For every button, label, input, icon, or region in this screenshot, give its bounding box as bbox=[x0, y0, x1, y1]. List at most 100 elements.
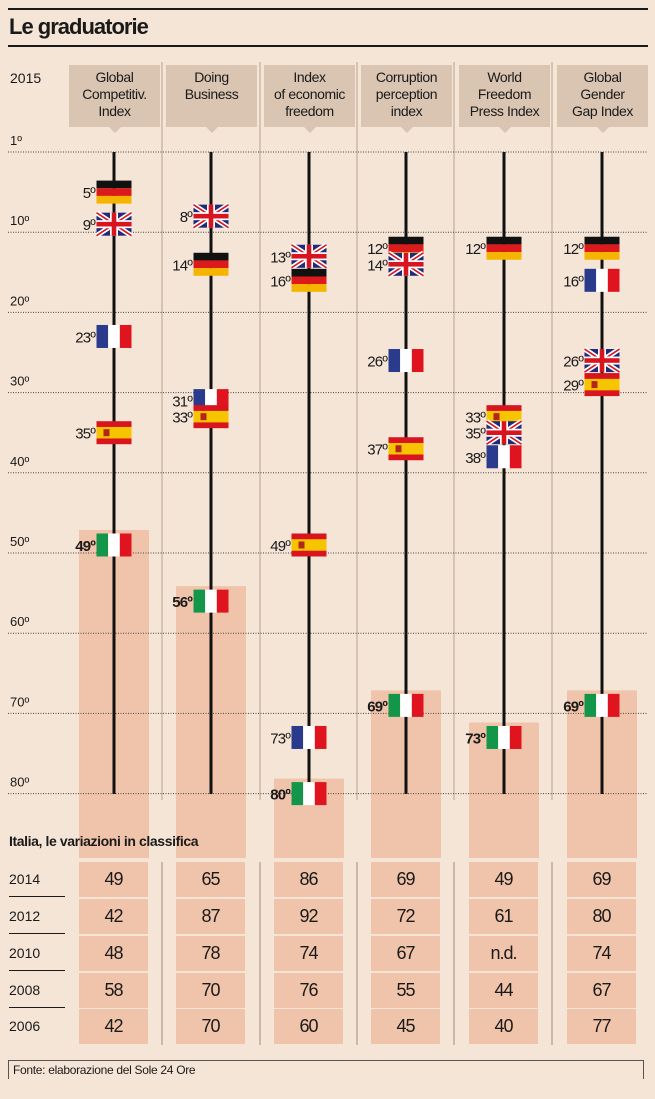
index-header-line: Index bbox=[293, 69, 326, 85]
flag-emblem bbox=[200, 413, 207, 421]
rank-label: 35º bbox=[465, 426, 486, 443]
flag-stripe bbox=[205, 389, 217, 413]
flag-stripe bbox=[96, 426, 132, 439]
flag-italy-icon bbox=[291, 782, 327, 806]
flag-uk-icon bbox=[387, 250, 425, 278]
index-header: Global Competitiv. Index bbox=[69, 65, 160, 133]
flag-stripe bbox=[291, 782, 304, 806]
index-header-line: Gender bbox=[580, 86, 625, 102]
index-header: Global Gender Gap Index bbox=[557, 65, 648, 133]
flag-stripe bbox=[96, 195, 132, 204]
flag-emblem bbox=[395, 445, 402, 453]
flag-cross-red bbox=[193, 213, 229, 219]
table-column-separator bbox=[551, 862, 553, 1045]
flag-germany-icon bbox=[96, 180, 132, 204]
flag-stripe bbox=[584, 268, 597, 292]
flag-stripe bbox=[193, 389, 206, 413]
flag-stripe bbox=[486, 252, 522, 260]
flag-cross-red bbox=[291, 253, 327, 259]
axis-tick-label: 50º bbox=[10, 534, 29, 549]
table-cell: 58 bbox=[79, 973, 148, 1008]
table-column-separator bbox=[356, 862, 358, 1045]
flag-spain-icon bbox=[291, 533, 327, 557]
flag-stripe bbox=[291, 276, 327, 285]
rank-label: 80º bbox=[270, 787, 291, 804]
rank-label: 31º bbox=[172, 394, 193, 411]
chart-title: Le graduatorie bbox=[9, 14, 149, 39]
table-cell: 69 bbox=[567, 862, 636, 897]
index-header: Doing Business bbox=[166, 65, 257, 133]
flag-france-icon bbox=[388, 349, 424, 373]
table-cell: 55 bbox=[371, 973, 440, 1008]
flag-spain-icon bbox=[388, 437, 424, 461]
rank-label: 12º bbox=[465, 241, 486, 258]
index-header-line: Global bbox=[95, 69, 134, 85]
flag-stripe bbox=[108, 324, 120, 348]
flag-stripe bbox=[584, 252, 620, 260]
flag-cross-red bbox=[584, 358, 620, 363]
table-cell: 87 bbox=[176, 899, 245, 934]
flag-stripe bbox=[291, 284, 327, 292]
flag-emblem bbox=[298, 541, 305, 549]
table-column-separator bbox=[161, 862, 163, 1045]
flag-uk-icon bbox=[485, 419, 523, 447]
index-header-line: Corruption bbox=[375, 69, 438, 85]
flag-stripe bbox=[400, 349, 412, 373]
flag-spain-icon bbox=[584, 373, 620, 397]
flag-germany-icon bbox=[486, 236, 522, 260]
flag-stripe bbox=[314, 782, 327, 806]
rank-label: 16º bbox=[563, 273, 584, 290]
year-label: 2015 bbox=[10, 70, 42, 86]
table-cell: 92 bbox=[274, 899, 343, 934]
flag-stripe bbox=[314, 725, 327, 749]
flag-stripe bbox=[486, 244, 522, 253]
flag-stripe bbox=[584, 378, 620, 391]
index-header-line: Freedom bbox=[477, 86, 532, 102]
rank-label: 12º bbox=[563, 241, 584, 258]
year-row-label: 2006 bbox=[9, 1018, 41, 1034]
flag-spain-icon bbox=[96, 421, 132, 445]
flag-italy-icon bbox=[486, 725, 522, 749]
flag-uk-icon bbox=[192, 202, 230, 230]
flag-italy-icon bbox=[193, 589, 229, 613]
flag-stripe bbox=[96, 180, 132, 189]
rank-label: 9º bbox=[83, 217, 97, 234]
flag-spain-icon bbox=[193, 405, 229, 429]
flag-stripe bbox=[193, 260, 229, 269]
table-cell: 67 bbox=[567, 973, 636, 1008]
table-cell: 40 bbox=[469, 1009, 538, 1044]
table-cell: 45 bbox=[371, 1009, 440, 1044]
flag-stripe bbox=[596, 693, 608, 717]
table-cell: 44 bbox=[469, 973, 538, 1008]
flag-stripe bbox=[119, 324, 132, 348]
flag-stripe bbox=[607, 268, 620, 292]
flag-stripe bbox=[411, 693, 424, 717]
index-header-line: Doing bbox=[194, 69, 229, 85]
flag-stripe bbox=[509, 725, 522, 749]
source-footer: Fonte: elaborazione del Sole 24 Ore bbox=[8, 1060, 644, 1079]
flag-stripe bbox=[96, 188, 132, 196]
index-header-line: Gap Index bbox=[572, 103, 633, 119]
table-cell: n.d. bbox=[469, 936, 538, 971]
table-cell: 70 bbox=[176, 973, 245, 1008]
year-row-label: 2014 bbox=[9, 862, 65, 897]
rank-label: 23º bbox=[75, 329, 96, 346]
year-row-label: 2010 bbox=[9, 936, 65, 971]
flag-stripe bbox=[291, 725, 304, 749]
flag-uk-icon bbox=[95, 210, 133, 238]
flag-stripe bbox=[216, 389, 229, 413]
flag-stripe bbox=[388, 693, 401, 717]
flag-italy-icon bbox=[584, 693, 620, 717]
rank-label: 37º bbox=[367, 442, 388, 459]
flag-france-icon bbox=[193, 389, 229, 413]
rank-label: 49º bbox=[75, 538, 96, 555]
rank-label: 35º bbox=[75, 426, 96, 443]
table-subtitle: Italia, le variazioni in classifica bbox=[9, 833, 199, 849]
rank-label: 26º bbox=[367, 354, 388, 371]
flag-stripe bbox=[108, 533, 120, 557]
flag-stripe bbox=[584, 244, 620, 253]
rank-label: 38º bbox=[465, 450, 486, 467]
flag-germany-icon bbox=[584, 236, 620, 260]
index-header-line: index bbox=[390, 103, 423, 119]
